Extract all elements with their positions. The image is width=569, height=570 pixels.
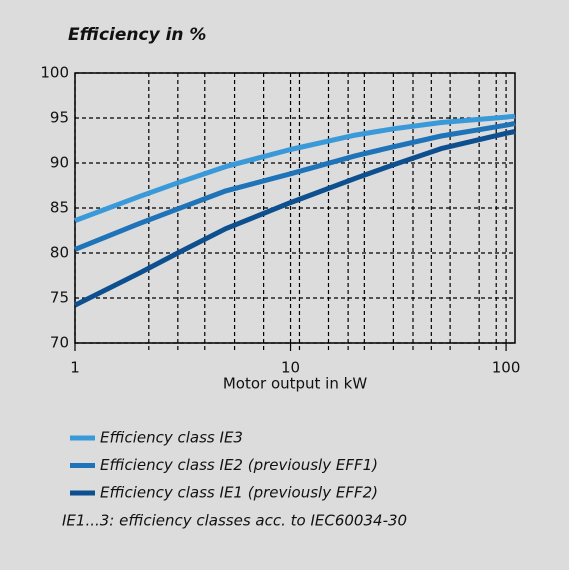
note: IE1...3: efficiency classes acc. to IEC6… [62,512,407,530]
series-line [74,113,516,223]
legend-label: Efficiency class IE1 (previously EFF2) [100,484,378,502]
x-tick-label: 10 [281,359,300,377]
x-tick-label: 1 [70,359,80,377]
y-tick-label: 70 [50,334,69,352]
legend-label: Efficiency class IE3 [100,429,243,447]
x-tick-label: 100 [492,359,521,377]
series-line [73,129,516,308]
y-tick-label: 95 [50,109,69,127]
y-tick-label: 100 [40,64,69,82]
y-tick-label: 80 [50,244,69,262]
legend-label: Efficiency class IE2 (previously EFF1) [100,456,378,474]
y-tick-label: 75 [50,289,69,307]
y-tick-label: 90 [50,154,69,172]
chart-title: Efficiency in % [68,25,206,45]
plot-frame [74,72,516,344]
y-tick-label: 85 [50,199,69,217]
x-axis-label: Motor output in kW [223,375,367,393]
series-line [74,120,516,252]
